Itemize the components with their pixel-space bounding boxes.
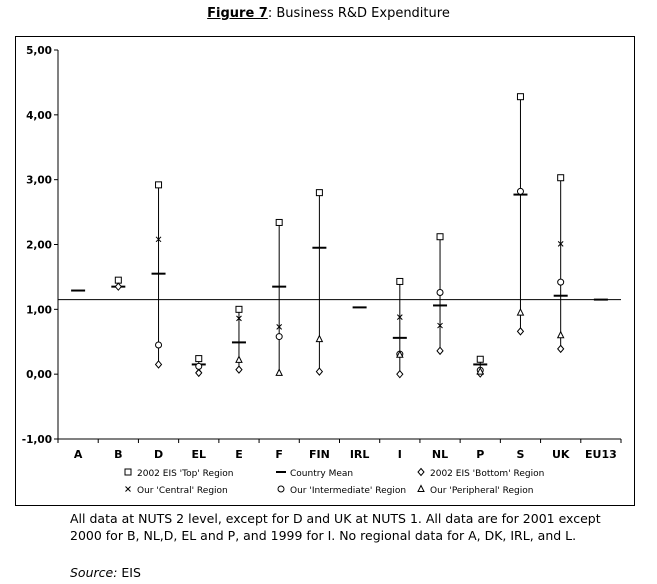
y-tick-label: 3,00 — [26, 175, 52, 187]
legend-swatch-diamond — [417, 467, 425, 477]
legend-label: 2002 EIS 'Bottom' Region — [430, 469, 544, 479]
data-point-diamond — [195, 368, 203, 378]
data-point-diamond — [436, 346, 444, 356]
legend-label: Our 'Peripheral' Region — [430, 486, 533, 496]
source-value: EIS — [121, 565, 141, 580]
data-point-circle — [436, 288, 444, 296]
data-point-square — [195, 355, 203, 363]
y-tick-label: 4,00 — [26, 110, 52, 122]
x-tick-label: EU13 — [585, 448, 617, 461]
data-point-square — [114, 276, 122, 284]
data-point-square — [557, 174, 565, 182]
x-tick-label: D — [154, 448, 163, 461]
data-point-square — [396, 277, 404, 285]
legend-label: Country Mean — [290, 469, 353, 479]
x-tick-label: UK — [552, 448, 570, 461]
data-point-diamond — [516, 327, 525, 336]
legend-label: Our 'Central' Region — [137, 486, 228, 496]
y-tick-label: 1,00 — [26, 304, 52, 316]
data-point-square — [476, 355, 484, 363]
x-tick-label: E — [235, 448, 243, 461]
data-point-triangle — [396, 350, 404, 358]
x-tick-label: B — [114, 448, 122, 461]
data-point-triangle — [235, 355, 243, 363]
chart: -1,00 0,00 1,00 2,00 3,00 4,00 5,00 A B D EL E F FIN I… — [22, 45, 622, 496]
chart-frame: -1,00 0,00 1,00 2,00 3,00 4,00 5,00 A B D EL E F FIN I… — [15, 36, 635, 506]
data-point-triangle — [476, 366, 485, 375]
data-point-x — [557, 240, 564, 247]
legend-swatch-square — [124, 468, 132, 476]
figure-caption: All data at NUTS 2 level, except for D a… — [70, 511, 601, 543]
y-tick-label: 5,00 — [26, 45, 52, 57]
legend-swatch-x — [125, 486, 131, 492]
legend-label: Our 'Intermediate' Region — [290, 486, 406, 496]
y-tick-label: -1,00 — [22, 434, 52, 446]
figure-label: Figure 7 — [207, 6, 268, 21]
data-point-triangle — [556, 330, 565, 339]
legend-swatch-triangle — [417, 484, 425, 492]
figure-label-colon: : — [267, 6, 273, 21]
data-point-square — [275, 218, 283, 226]
data-point-square — [516, 93, 524, 101]
x-tick-label: P — [476, 448, 484, 461]
x-tick-label: S — [516, 448, 524, 461]
x-tick-label: EL — [191, 448, 206, 461]
data-point-triangle — [315, 334, 324, 343]
data-point-x — [276, 323, 283, 330]
data-point-x — [437, 322, 443, 329]
data-point-circle — [155, 341, 163, 349]
data-point-x — [236, 315, 242, 322]
data-point-circle — [275, 333, 283, 341]
data-point-diamond — [396, 369, 404, 379]
data-point-x — [396, 314, 403, 320]
legend-label: 2002 EIS 'Top' Region — [137, 469, 234, 479]
data-point-circle — [557, 278, 565, 286]
data-point-diamond — [114, 282, 122, 291]
source-label: Source: — [70, 565, 118, 580]
data-point-square — [436, 233, 444, 241]
figure-title: Figure 7: Business R&D Expenditure — [0, 6, 657, 21]
x-tick-label: I — [398, 448, 402, 461]
data-point-circle — [195, 362, 203, 370]
data-point-square — [315, 189, 323, 197]
legend-swatch-circle — [277, 485, 285, 493]
data-point-diamond — [154, 360, 163, 369]
y-tick-label: 0,00 — [26, 369, 52, 381]
data-point-x — [155, 236, 162, 243]
data-point-triangle — [516, 307, 525, 316]
data-point-triangle — [275, 368, 283, 376]
data-point-square — [155, 181, 163, 189]
figure-title-text: Business R&D Expenditure — [276, 6, 450, 21]
x-tick-label: NL — [432, 448, 448, 461]
x-tick-label: IRL — [350, 448, 370, 461]
source-line: Source: EIS — [70, 565, 141, 580]
x-tick-label: F — [275, 448, 283, 461]
data-point-diamond — [557, 344, 565, 354]
x-tick-label: A — [74, 448, 83, 461]
data-point-square — [235, 305, 243, 313]
data-point-circle — [516, 187, 524, 195]
y-tick-label: 2,00 — [26, 240, 52, 252]
data-point-diamond — [235, 365, 243, 374]
data-point-diamond — [315, 367, 324, 376]
x-tick-label: FIN — [309, 448, 330, 461]
